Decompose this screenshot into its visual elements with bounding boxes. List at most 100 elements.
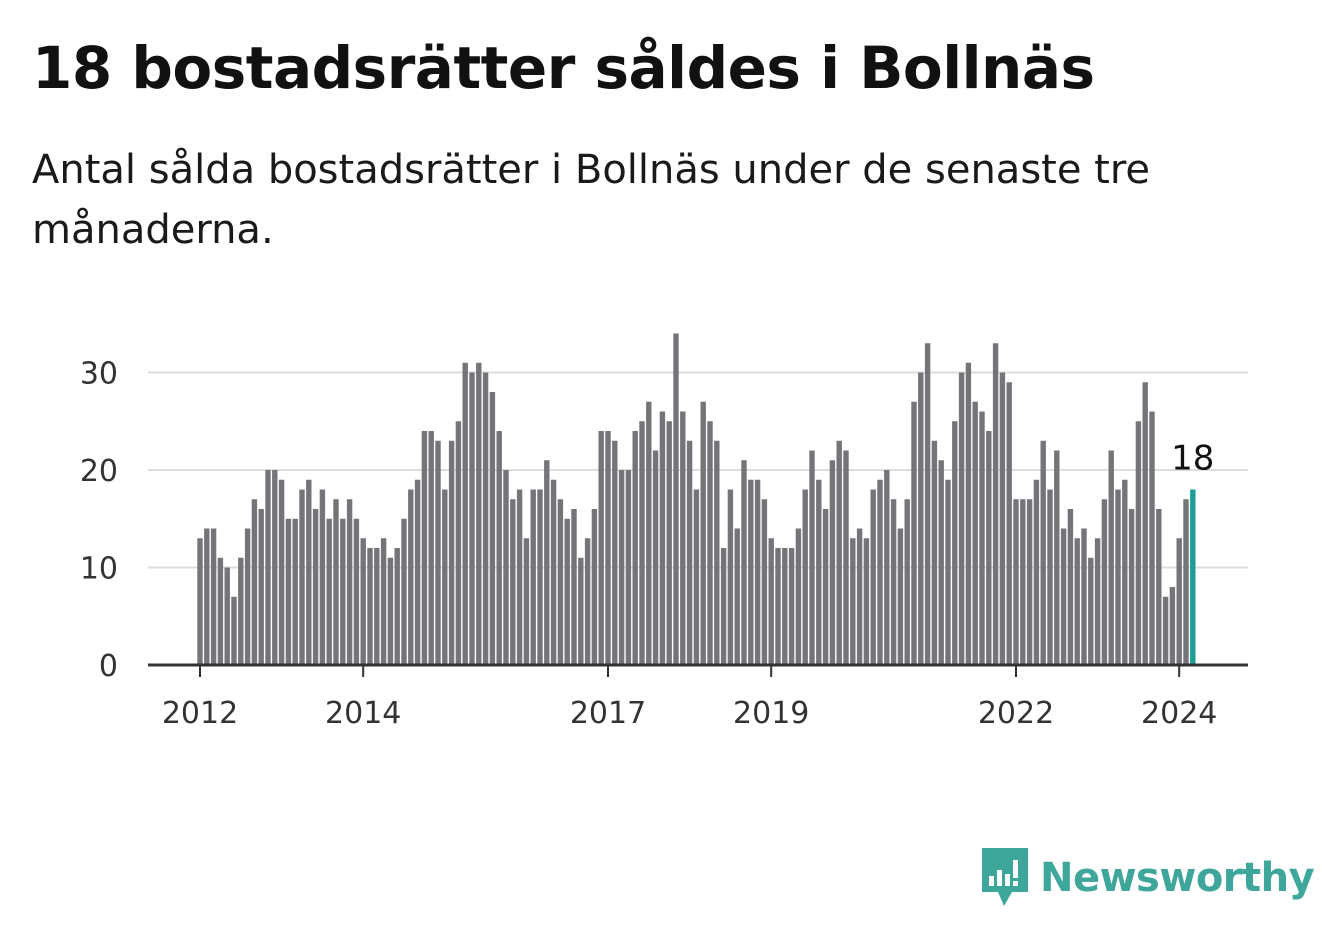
bar	[374, 548, 380, 665]
bar	[476, 362, 482, 665]
bar	[326, 518, 332, 665]
bar	[741, 460, 747, 665]
bar	[1108, 450, 1114, 665]
bar	[836, 440, 842, 665]
newsworthy-brand: Newsworthy	[980, 846, 1315, 910]
bar	[299, 489, 305, 665]
bar	[863, 538, 870, 665]
bar	[809, 450, 815, 665]
bar	[340, 518, 346, 665]
bar	[1149, 411, 1155, 665]
bar	[1135, 421, 1142, 665]
bar	[401, 518, 407, 665]
bar	[965, 362, 972, 665]
bar	[591, 509, 598, 665]
bar	[884, 470, 890, 665]
bar	[1047, 489, 1053, 665]
bar	[598, 431, 604, 665]
bar	[258, 509, 264, 665]
bar	[1088, 557, 1094, 665]
bar	[1142, 382, 1148, 665]
bar	[448, 440, 455, 665]
bar	[952, 421, 958, 665]
bar	[346, 499, 353, 665]
bar	[1006, 382, 1012, 665]
bar	[714, 440, 720, 665]
bar	[707, 421, 713, 665]
bar	[557, 499, 564, 665]
bar	[1040, 440, 1046, 665]
bar	[734, 528, 740, 665]
bar	[1074, 538, 1080, 665]
bar	[938, 460, 944, 665]
bar	[822, 509, 829, 665]
bar	[462, 362, 468, 665]
bar	[414, 479, 421, 665]
bar	[197, 538, 203, 665]
bar	[265, 470, 271, 665]
bar	[618, 470, 625, 665]
bar	[775, 548, 781, 665]
bar	[1020, 499, 1026, 665]
bar	[782, 548, 788, 665]
bar	[550, 479, 557, 665]
bar	[748, 479, 754, 665]
bar	[958, 372, 965, 665]
bar	[292, 518, 298, 665]
bar	[945, 479, 951, 665]
bar	[469, 372, 475, 665]
bar	[210, 528, 217, 665]
bar	[435, 440, 441, 665]
x-tick-label: 2012	[162, 696, 238, 731]
latest-value-label: 18	[1171, 439, 1214, 479]
bar	[972, 401, 978, 665]
bar	[1033, 479, 1040, 665]
bar	[503, 470, 509, 665]
bar	[353, 518, 360, 665]
bar	[238, 557, 244, 665]
bar	[530, 489, 536, 665]
bar	[870, 489, 876, 665]
bar	[843, 450, 849, 665]
bar	[394, 548, 400, 665]
x-tick-label: 2022	[978, 696, 1054, 731]
x-tick-label: 2014	[325, 696, 401, 731]
bar	[312, 509, 319, 665]
bar	[204, 528, 210, 665]
bar	[646, 401, 652, 665]
bar	[931, 440, 938, 665]
bar	[795, 528, 802, 665]
bar	[421, 431, 428, 665]
annotations: 18	[1171, 439, 1214, 479]
bar	[333, 499, 339, 665]
y-tick-label: 20	[80, 454, 118, 489]
bar	[1094, 538, 1101, 665]
bar	[673, 333, 679, 665]
x-axis	[148, 663, 1248, 677]
bar	[727, 489, 734, 665]
bar	[1128, 509, 1135, 665]
bar	[850, 538, 856, 665]
bar	[428, 431, 434, 665]
x-tick-label: 2019	[733, 696, 809, 731]
bar	[666, 421, 672, 665]
bar	[1013, 499, 1019, 665]
bar	[1060, 528, 1067, 665]
bar	[1169, 587, 1176, 665]
bar	[605, 431, 611, 665]
bar	[544, 460, 550, 665]
x-tick-label: 2024	[1141, 696, 1217, 731]
bar	[496, 431, 502, 665]
bar	[584, 538, 591, 665]
bar	[686, 440, 693, 665]
bar	[285, 518, 292, 665]
bar	[489, 392, 496, 665]
bar	[380, 538, 387, 665]
brand-name: Newsworthy	[1040, 855, 1315, 901]
bar	[564, 518, 570, 665]
bar	[510, 499, 516, 665]
bar	[890, 499, 897, 665]
bar	[612, 440, 618, 665]
y-tick-label: 30	[80, 357, 118, 392]
